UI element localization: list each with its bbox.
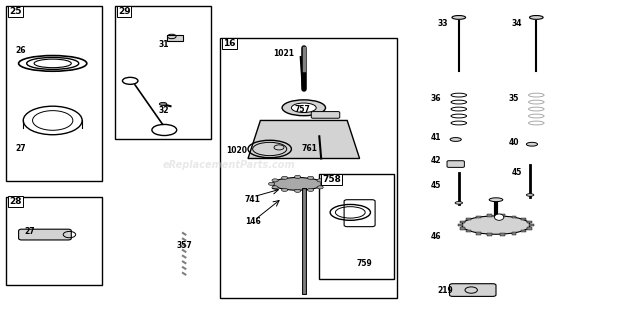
- Bar: [476, 232, 480, 235]
- Bar: [6, 197, 102, 285]
- Circle shape: [308, 176, 314, 179]
- Ellipse shape: [526, 194, 534, 196]
- Ellipse shape: [462, 216, 530, 234]
- Text: 1020: 1020: [226, 146, 247, 155]
- Text: 25: 25: [9, 7, 22, 16]
- Text: 42: 42: [431, 156, 441, 165]
- Circle shape: [317, 186, 323, 189]
- Ellipse shape: [529, 16, 543, 19]
- Circle shape: [308, 188, 314, 191]
- Text: 45: 45: [512, 168, 522, 177]
- Bar: [529, 224, 534, 226]
- Text: 29: 29: [118, 7, 130, 16]
- Text: 761: 761: [302, 145, 318, 153]
- FancyBboxPatch shape: [450, 284, 496, 296]
- Text: 357: 357: [177, 241, 192, 250]
- Bar: [487, 233, 492, 236]
- Bar: [319, 174, 394, 279]
- Circle shape: [321, 182, 327, 185]
- Text: 36: 36: [431, 94, 441, 103]
- Text: 741: 741: [245, 195, 261, 204]
- Bar: [220, 38, 397, 298]
- Circle shape: [281, 188, 288, 191]
- Text: 1021: 1021: [273, 49, 294, 58]
- Bar: [521, 218, 526, 220]
- Text: 27: 27: [16, 145, 26, 153]
- Text: 28: 28: [9, 197, 22, 206]
- Circle shape: [294, 175, 301, 178]
- Ellipse shape: [291, 103, 316, 113]
- Bar: [528, 221, 533, 223]
- Bar: [528, 227, 533, 230]
- Text: 31: 31: [158, 40, 169, 49]
- Ellipse shape: [273, 178, 322, 190]
- Text: 32: 32: [158, 107, 169, 115]
- Circle shape: [281, 176, 288, 179]
- Text: 146: 146: [245, 217, 260, 226]
- Bar: [466, 218, 471, 220]
- Bar: [512, 216, 516, 218]
- Bar: [500, 233, 505, 236]
- Bar: [115, 6, 211, 139]
- Bar: [6, 6, 102, 181]
- Text: 759: 759: [356, 259, 372, 268]
- FancyBboxPatch shape: [447, 161, 464, 167]
- Text: 46: 46: [431, 232, 441, 241]
- Text: 758: 758: [322, 175, 341, 184]
- FancyBboxPatch shape: [19, 229, 71, 240]
- Ellipse shape: [450, 138, 461, 141]
- Bar: [487, 214, 492, 217]
- Text: 26: 26: [16, 46, 26, 55]
- FancyBboxPatch shape: [311, 112, 340, 118]
- Text: 757: 757: [294, 105, 311, 114]
- Ellipse shape: [495, 214, 503, 220]
- Circle shape: [317, 179, 323, 182]
- Ellipse shape: [489, 198, 503, 202]
- Polygon shape: [248, 120, 360, 158]
- Circle shape: [294, 189, 301, 192]
- Text: 40: 40: [508, 138, 519, 147]
- Text: 219: 219: [437, 286, 453, 294]
- Ellipse shape: [159, 102, 167, 106]
- Text: eReplacementParts.com: eReplacementParts.com: [163, 160, 296, 170]
- Text: 27: 27: [25, 227, 35, 236]
- Ellipse shape: [455, 202, 463, 204]
- Text: 34: 34: [512, 19, 522, 28]
- Bar: [500, 214, 505, 217]
- Circle shape: [268, 182, 275, 185]
- Text: 16: 16: [223, 39, 236, 48]
- Bar: [512, 232, 516, 235]
- Bar: [459, 221, 464, 223]
- Ellipse shape: [452, 16, 466, 19]
- Ellipse shape: [526, 142, 538, 146]
- Bar: [167, 35, 183, 41]
- Bar: [521, 230, 526, 232]
- Circle shape: [272, 179, 278, 182]
- Bar: [476, 216, 480, 218]
- Bar: [458, 224, 463, 226]
- Ellipse shape: [282, 100, 326, 116]
- Bar: [459, 227, 464, 230]
- Bar: [466, 230, 471, 232]
- Text: 33: 33: [437, 19, 448, 28]
- Circle shape: [272, 186, 278, 189]
- Text: 35: 35: [508, 94, 519, 103]
- Text: 45: 45: [431, 181, 441, 190]
- Text: 41: 41: [431, 133, 441, 142]
